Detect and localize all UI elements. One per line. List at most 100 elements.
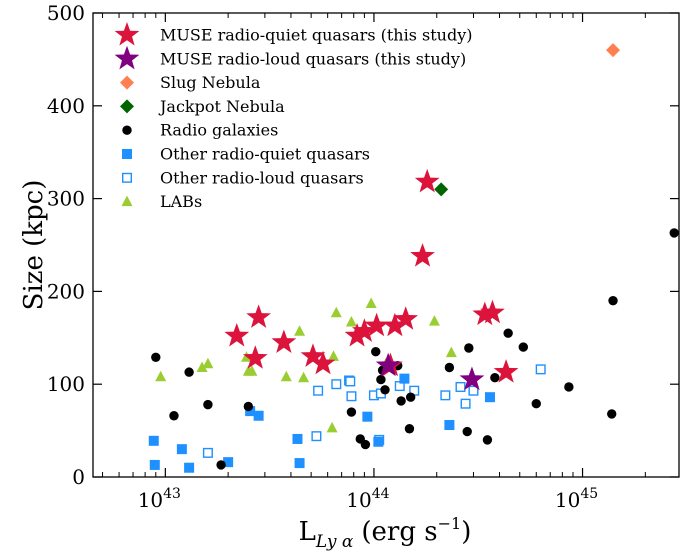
x-tick-label-base: 10 bbox=[346, 488, 371, 512]
x-tick-label-exponent: 45 bbox=[580, 486, 598, 502]
point-radio-galaxies bbox=[360, 439, 371, 450]
point-other-rq bbox=[149, 459, 160, 470]
point-radio-galaxies bbox=[404, 424, 415, 434]
point-labs bbox=[280, 370, 292, 382]
point-other-rq bbox=[292, 433, 303, 444]
point-radio-galaxies bbox=[396, 396, 406, 406]
point-muse-rq bbox=[410, 243, 435, 267]
point-muse-rq bbox=[382, 312, 408, 337]
y-axis-title: Size (kpc) bbox=[19, 180, 49, 311]
legend-label: Slug Nebula bbox=[160, 73, 261, 92]
point-other-rq bbox=[484, 392, 495, 403]
point-radio-galaxies bbox=[462, 426, 472, 437]
point-jackpot bbox=[434, 182, 449, 197]
point-radio-galaxies bbox=[203, 399, 213, 410]
legend-label: LABs bbox=[160, 192, 202, 211]
point-radio-galaxies bbox=[371, 347, 381, 357]
point-other-rq bbox=[253, 410, 264, 421]
point-labs bbox=[246, 365, 258, 376]
point-other-rq bbox=[373, 436, 384, 447]
legend-marker bbox=[120, 75, 134, 90]
point-other-rq bbox=[176, 444, 187, 455]
y-tick-label: 300 bbox=[47, 187, 85, 211]
point-labs bbox=[298, 371, 310, 383]
point-radio-galaxies bbox=[444, 362, 455, 373]
point-labs bbox=[345, 316, 357, 327]
point-radio-galaxies bbox=[608, 295, 618, 306]
legend-item-other-rq: Other radio-quiet quasars bbox=[122, 145, 370, 164]
point-muse-rl bbox=[459, 366, 485, 391]
point-radio-galaxies bbox=[184, 367, 194, 377]
point-other-rq bbox=[148, 435, 159, 446]
point-other-rl bbox=[460, 398, 471, 409]
y-tick-label: 200 bbox=[47, 279, 85, 303]
legend-item-muse-rl: MUSE radio-loud quasars (this study) bbox=[114, 45, 466, 70]
y-tick-label: 400 bbox=[47, 94, 85, 118]
legend-label: Radio galaxies bbox=[160, 121, 278, 140]
point-other-rl bbox=[535, 364, 546, 375]
point-labs bbox=[445, 346, 457, 358]
plot-frame bbox=[92, 12, 680, 478]
point-muse-rq bbox=[352, 318, 377, 342]
point-labs bbox=[365, 297, 377, 308]
point-radio-galaxies bbox=[216, 460, 226, 470]
point-radio-galaxies bbox=[169, 411, 179, 421]
series-other-rq bbox=[148, 373, 495, 473]
point-muse-rq bbox=[242, 345, 268, 369]
point-radio-galaxies bbox=[482, 435, 493, 445]
point-muse-rq bbox=[493, 359, 519, 383]
x-tick-label-base: 10 bbox=[138, 488, 163, 512]
x-axis-title-units: (erg s bbox=[361, 517, 437, 547]
point-other-rl bbox=[311, 431, 322, 442]
point-muse-rq bbox=[246, 304, 271, 328]
legend-marker bbox=[121, 195, 133, 207]
point-radio-galaxies bbox=[564, 382, 574, 392]
legend-label: Other radio-loud quasars bbox=[160, 168, 364, 187]
point-labs bbox=[202, 357, 214, 369]
point-radio-galaxies bbox=[376, 374, 386, 385]
point-other-rl bbox=[468, 385, 479, 396]
point-labs bbox=[294, 325, 306, 336]
point-labs bbox=[428, 315, 440, 326]
data-points bbox=[148, 43, 679, 473]
x-axis-title-subscript: Ly α bbox=[315, 532, 354, 551]
point-other-rq bbox=[444, 420, 455, 431]
point-muse-rq bbox=[393, 306, 419, 330]
legend: MUSE radio-quiet quasars (this study) MUS… bbox=[114, 22, 472, 211]
point-other-rq bbox=[245, 406, 256, 417]
point-slug bbox=[606, 43, 621, 58]
point-radio-galaxies bbox=[380, 385, 390, 395]
legend-item-slug: Slug Nebula bbox=[120, 73, 261, 92]
legend-label: MUSE radio-quiet quasars (this study) bbox=[160, 26, 472, 45]
x-tick-label-exponent: 43 bbox=[163, 486, 181, 502]
series-slug bbox=[606, 43, 621, 58]
legend-label: Other radio-quiet quasars bbox=[160, 145, 370, 164]
point-muse-rq bbox=[224, 322, 250, 347]
legend-marker bbox=[120, 99, 134, 114]
series-muse-rl bbox=[375, 352, 485, 391]
legend-label: Jackpot Nebula bbox=[158, 97, 285, 116]
legend-item-muse-rq: MUSE radio-quiet quasars (this study) bbox=[114, 22, 472, 46]
point-other-rq bbox=[399, 373, 410, 384]
point-other-rl bbox=[331, 379, 342, 390]
point-radio-galaxies bbox=[490, 373, 500, 383]
point-radio-galaxies bbox=[607, 409, 617, 419]
legend-marker bbox=[121, 172, 132, 183]
point-radio-galaxies bbox=[346, 407, 357, 417]
x-axis-title-main: L bbox=[299, 517, 316, 547]
point-muse-rl bbox=[375, 352, 401, 377]
point-labs bbox=[155, 370, 167, 382]
legend-marker bbox=[122, 149, 132, 159]
x-tick-label: 1044 bbox=[346, 486, 389, 512]
point-other-rl bbox=[346, 391, 357, 402]
y-tick-label: 0 bbox=[72, 465, 85, 489]
point-muse-rq bbox=[271, 329, 297, 353]
legend-item-labs: LABs bbox=[121, 192, 202, 211]
point-other-rl bbox=[345, 376, 356, 387]
point-radio-galaxies bbox=[669, 228, 679, 238]
point-other-rq bbox=[184, 462, 195, 473]
point-other-rl bbox=[202, 447, 213, 458]
point-other-rq bbox=[362, 411, 373, 422]
point-other-rq bbox=[294, 458, 305, 469]
